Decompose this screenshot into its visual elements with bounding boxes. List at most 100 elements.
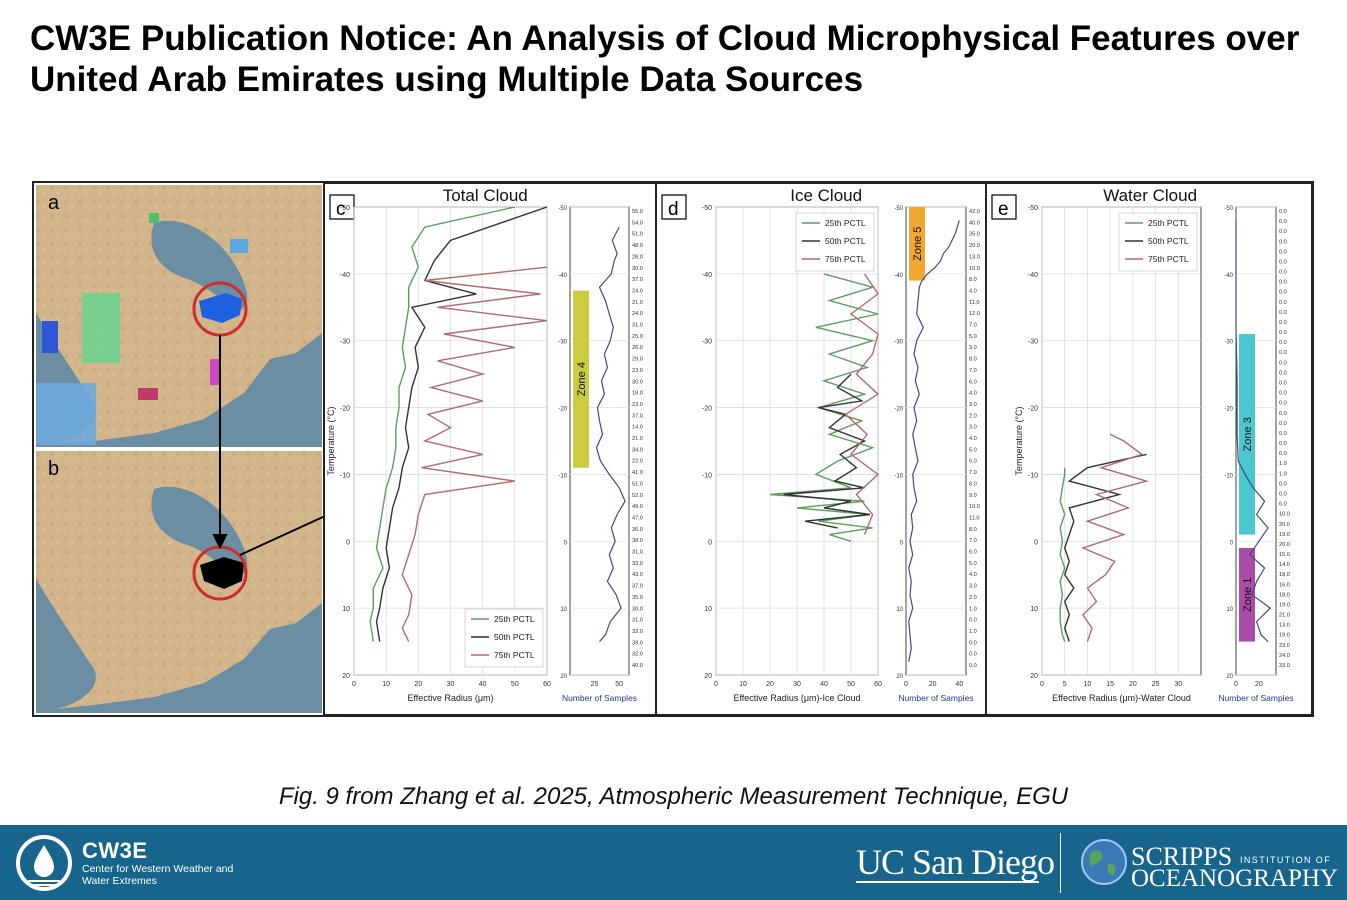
zone-bar: [573, 290, 589, 468]
map-cloud-patch: [149, 213, 159, 223]
zone-bar: [1239, 547, 1255, 642]
cw3e-logo-icon: [16, 835, 72, 891]
footer-divider: [1060, 833, 1061, 893]
sample-count-label: 51.0: [632, 481, 643, 487]
sample-count-label: 2.0: [969, 595, 977, 601]
samples-line: [595, 226, 626, 642]
sample-count-label: 0.0: [1279, 239, 1287, 245]
samples-y-tick-label: 10: [1226, 607, 1233, 613]
sample-count-label: 3.0: [969, 402, 977, 408]
panel-label-b: b: [48, 458, 59, 480]
samples-y-tick-label: -20: [558, 407, 567, 413]
y-tick-label: 10: [342, 606, 350, 613]
y-tick-label: -20: [702, 406, 712, 413]
map-cloud-patch: [82, 293, 120, 363]
sample-count-label: 0.0: [1279, 401, 1287, 407]
y-tick-label: -40: [340, 272, 350, 279]
x-tick-label: 0: [352, 681, 356, 688]
sample-count-label: 0.0: [1279, 209, 1287, 215]
sample-count-label: 33.0: [1279, 663, 1290, 669]
series-line: [844, 273, 880, 535]
sample-count-label: 43.0: [632, 572, 643, 578]
sample-count-label: 0.0: [1279, 481, 1287, 487]
panel-label-box: [991, 194, 1017, 220]
chart-panel-d: d Ice Cloud 0 10 20 30 40 50 60 -50 -40 -30 -20 -10 0 1…: [655, 183, 987, 715]
series-line: [1059, 467, 1066, 642]
chart-title: Ice Cloud: [790, 186, 862, 205]
y-tick-label: -40: [1028, 272, 1038, 279]
panel-label-d: d: [668, 199, 679, 220]
globe-icon: [1081, 839, 1127, 885]
series-line: [1080, 433, 1150, 642]
sample-count-label: 22.0: [632, 459, 643, 465]
y-tick-label: -30: [1028, 339, 1038, 346]
sample-count-label: 8.0: [969, 357, 977, 363]
panel-label-e: e: [998, 199, 1009, 220]
sample-count-label: 38.0: [632, 538, 643, 544]
samples-y-tick-label: -20: [1224, 407, 1233, 413]
sample-count-label: 36.0: [632, 527, 643, 533]
sample-count-label: 0.0: [1279, 310, 1287, 316]
sample-count-label: 6.0: [969, 459, 977, 465]
x-tick-label: 0: [714, 681, 718, 688]
sample-count-label: 19.0: [1279, 532, 1290, 538]
y-axis-label: Temperature (°C): [1014, 406, 1024, 475]
x-tick-label: 40: [479, 681, 487, 688]
sample-count-label: 11.0: [969, 515, 979, 521]
sample-count-label: 0.0: [1279, 270, 1287, 276]
ucsd-logo: UC San Diego: [856, 842, 1055, 882]
sample-count-label: 9.0: [969, 493, 977, 499]
sample-count-label: 0.0: [1279, 360, 1287, 366]
map-panel-a: a: [36, 185, 322, 447]
panel-label-c: c: [336, 199, 346, 220]
map-sea-gulf: [151, 486, 248, 577]
x-tick-label: 50: [511, 681, 519, 688]
x-tick-label: 0: [1040, 681, 1044, 688]
samples-y-tick-label: -20: [894, 407, 903, 413]
sample-count-label: 30.0: [632, 606, 643, 612]
sample-count-label: 8.0: [969, 277, 977, 283]
zone-label: Zone 3: [1242, 417, 1254, 451]
y-tick-label: -40: [702, 272, 712, 279]
map-land: [36, 451, 322, 711]
sample-count-label: 35.0: [969, 232, 980, 238]
samples-y-tick-label: -50: [1224, 206, 1233, 212]
map-land: [36, 185, 322, 445]
sample-count-label: 4.0: [969, 572, 977, 578]
x-tick-label: 15: [1106, 681, 1114, 688]
samples-y-tick-label: -30: [894, 340, 903, 346]
sample-count-label: 54.0: [632, 220, 643, 226]
samples-x-tick-label: 40: [955, 681, 963, 688]
map-cloud-patch: [210, 359, 220, 385]
sample-count-label: 51.0: [632, 232, 643, 238]
sample-count-label: 7.0: [969, 538, 977, 544]
sample-count-label: 0.0: [969, 663, 977, 669]
chart-title: Total Cloud: [443, 186, 528, 205]
sample-count-label: 0.0: [1279, 330, 1287, 336]
sample-count-label: 0.0: [1279, 391, 1287, 397]
sample-count-label: 0.0: [1279, 441, 1287, 447]
sample-count-label: 0.0: [1279, 280, 1287, 286]
sample-count-label: 28.0: [632, 254, 643, 260]
x-tick-label: 40: [820, 681, 828, 688]
sample-count-label: 6.0: [1279, 502, 1287, 508]
sample-count-label: 5.0: [969, 334, 977, 340]
sample-count-label: 30.0: [632, 266, 643, 272]
samples-line: [1235, 220, 1272, 643]
sample-count-label: 19.0: [1279, 633, 1290, 639]
sample-count-label: 35.0: [632, 595, 643, 601]
sample-count-label: 31.0: [632, 550, 643, 556]
legend-entry: 25th PCTL: [825, 218, 866, 228]
samples-y-tick-label: -30: [558, 340, 567, 346]
samples-x-tick-label: 0: [904, 681, 908, 688]
cw3e-subtitle: Center for Western Weather and Water Ext…: [82, 863, 234, 887]
sample-count-label: 49.0: [632, 504, 643, 510]
footer-bar: CW3E Center for Western Weather and Wate…: [0, 825, 1347, 900]
x-tick-label: 50: [847, 681, 855, 688]
samples-x-axis-label: Number of Samples: [1218, 693, 1293, 703]
sample-count-label: 10.0: [1279, 512, 1290, 518]
x-tick-label: 10: [382, 681, 390, 688]
samples-x-tick-label: 20: [929, 681, 937, 688]
sample-count-label: 33.0: [632, 561, 643, 567]
